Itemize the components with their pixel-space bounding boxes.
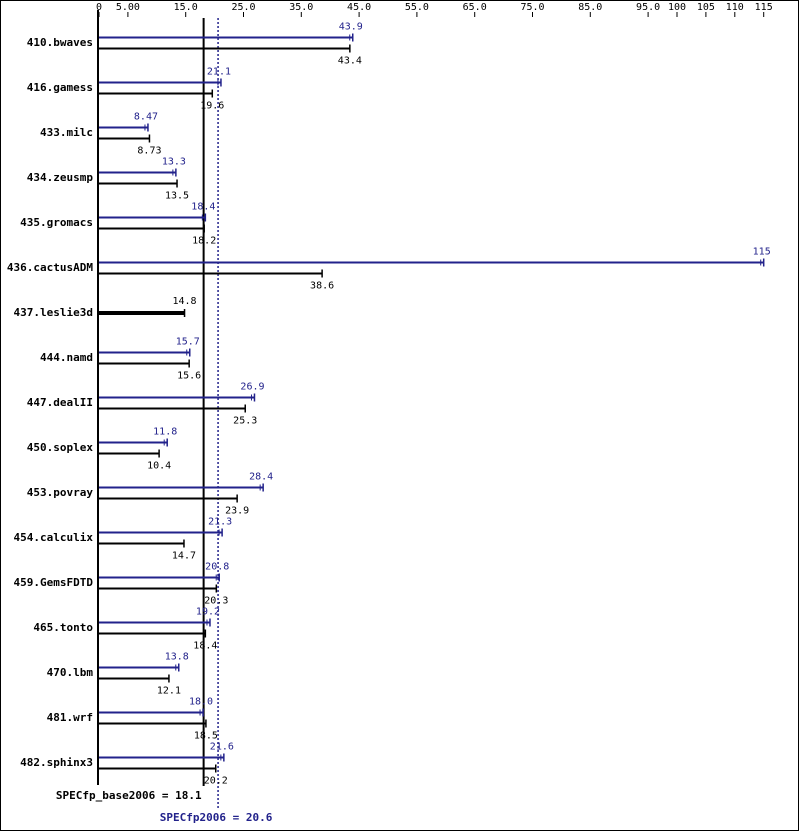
x-tick-label: 105 (697, 2, 715, 13)
value-label: 11.8 (153, 427, 177, 438)
reference-label: SPECfp2006 = 20.6 (160, 811, 273, 824)
value-label: 43.4 (338, 56, 362, 67)
x-tick-label: 0 (96, 2, 102, 13)
value-label: 15.6 (177, 371, 201, 382)
value-label: 25.3 (233, 416, 257, 427)
value-label: 43.9 (339, 22, 363, 33)
value-label: 8.47 (134, 112, 158, 123)
reference-label: SPECfp_base2006 = 18.1 (56, 789, 202, 802)
x-tick-label: 45.0 (347, 2, 371, 13)
value-label: 28.4 (249, 472, 273, 483)
x-tick-label: 25.0 (231, 2, 255, 13)
category-label: 459.GemsFDTD (14, 576, 94, 589)
value-label: 20.2 (204, 776, 228, 787)
category-label: 416.gamess (27, 81, 93, 94)
value-label: 10.4 (147, 461, 171, 472)
x-tick-label: 55.0 (405, 2, 429, 13)
x-tick-label: 110 (726, 2, 744, 13)
value-label: 15.7 (176, 337, 200, 348)
value-label: 13.5 (165, 191, 189, 202)
value-label: 26.9 (240, 382, 264, 393)
category-label: 434.zeusmp (27, 171, 94, 184)
value-label: 18.4 (193, 641, 217, 652)
category-label: 450.soplex (27, 441, 94, 454)
value-label: 14.8 (172, 296, 196, 307)
x-tick-label: 15.0 (174, 2, 198, 13)
x-tick-label: 95.0 (636, 2, 660, 13)
category-label: 481.wrf (47, 711, 93, 724)
value-label: 38.6 (310, 281, 334, 292)
value-label: 21.3 (208, 517, 232, 528)
value-label: 13.8 (165, 652, 189, 663)
category-label: 482.sphinx3 (20, 756, 93, 769)
value-label: 13.3 (162, 157, 186, 168)
value-label: 18.5 (194, 731, 218, 742)
category-label: 410.bwaves (27, 36, 93, 49)
category-label: 470.lbm (47, 666, 94, 679)
category-label: 454.calculix (14, 531, 94, 544)
category-label: 465.tonto (33, 621, 93, 634)
value-label: 21.1 (207, 67, 231, 78)
value-label: 21.6 (210, 742, 234, 753)
value-label: 18.4 (191, 202, 215, 213)
value-label: 115 (753, 247, 771, 258)
x-tick-label: 35.0 (289, 2, 313, 13)
x-tick-label: 5.00 (116, 2, 140, 13)
x-tick-label: 85.0 (578, 2, 602, 13)
x-tick-label: 65.0 (463, 2, 487, 13)
value-label: 19.2 (196, 607, 220, 618)
category-label: 435.gromacs (20, 216, 93, 229)
category-label: 453.povray (27, 486, 94, 499)
value-label: 14.7 (172, 551, 196, 562)
value-label: 23.9 (225, 506, 249, 517)
category-label: 433.milc (40, 126, 93, 139)
x-tick-label: 75.0 (520, 2, 544, 13)
x-tick-label: 115 (755, 2, 773, 13)
value-label: 18.2 (192, 236, 216, 247)
value-label: 8.73 (137, 146, 161, 157)
value-label: 12.1 (157, 686, 181, 697)
category-label: 444.namd (40, 351, 93, 364)
value-label: 19.6 (200, 101, 224, 112)
category-label: 447.dealII (27, 396, 93, 409)
category-label: 436.cactusADM (7, 261, 93, 274)
x-tick-label: 100 (668, 2, 686, 13)
value-label: 20.8 (205, 562, 229, 573)
category-label: 437.leslie3d (14, 306, 93, 319)
value-label: 18.0 (189, 697, 213, 708)
value-label: 20.3 (204, 596, 228, 607)
